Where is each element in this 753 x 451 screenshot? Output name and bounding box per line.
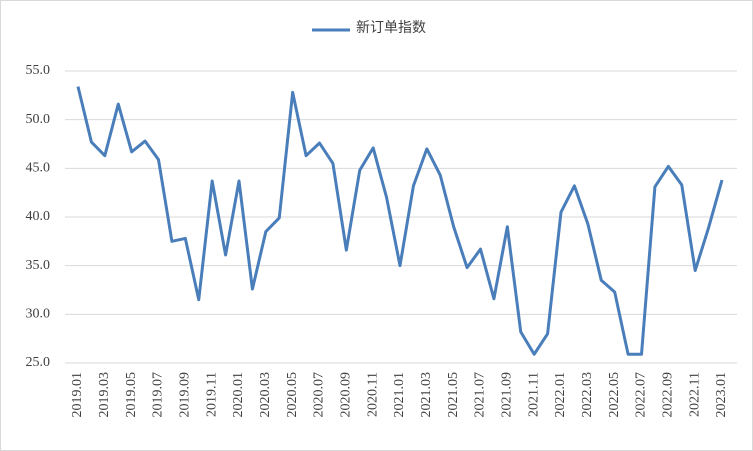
x-tick-label: 2020.07: [312, 372, 327, 418]
x-tick-label: 2022.01: [553, 372, 568, 418]
x-tick-label: 2021.01: [392, 372, 407, 418]
y-tick-label: 50.0: [26, 112, 51, 127]
x-tick-label: 2019.01: [70, 372, 85, 418]
x-tick-label: 2020.11: [365, 372, 380, 417]
x-tick-label: 2020.05: [285, 372, 300, 418]
series-line: [76, 86, 724, 356]
y-tick-label: 25.0: [26, 355, 51, 370]
x-tick-label: 2019.09: [178, 372, 193, 418]
x-tick-label: 2023.01: [714, 372, 729, 418]
x-tick-label: 2022.03: [580, 372, 595, 418]
y-tick-label: 40.0: [26, 209, 51, 224]
y-tick-label: 55.0: [26, 63, 51, 78]
x-tick-label: 2020.01: [231, 372, 246, 418]
x-tick-label: 2021.05: [446, 372, 461, 418]
x-tick-label: 2021.11: [526, 372, 541, 417]
x-tick-label: 2022.11: [687, 372, 702, 417]
x-tick-label: 2022.09: [661, 372, 676, 418]
y-tick-label: 30.0: [26, 307, 51, 322]
x-tick-label: 2019.07: [151, 372, 166, 418]
x-tick-label: 2022.05: [607, 372, 622, 418]
x-tick-label: 2022.07: [634, 372, 649, 418]
y-tick-label: 45.0: [26, 161, 51, 176]
y-tick-label: 35.0: [26, 258, 51, 273]
x-tick-label: 2021.07: [473, 372, 488, 418]
x-tick-label: 2019.11: [204, 372, 219, 417]
x-tick-label: 2020.03: [258, 372, 273, 418]
x-tick-label: 2021.09: [500, 372, 515, 418]
legend-label: 新订单指数: [356, 20, 426, 36]
x-tick-label: 2020.09: [339, 372, 354, 418]
x-tick-label: 2019.05: [124, 372, 139, 418]
x-tick-label: 2021.03: [419, 372, 434, 418]
x-tick-label: 2019.03: [97, 372, 112, 418]
